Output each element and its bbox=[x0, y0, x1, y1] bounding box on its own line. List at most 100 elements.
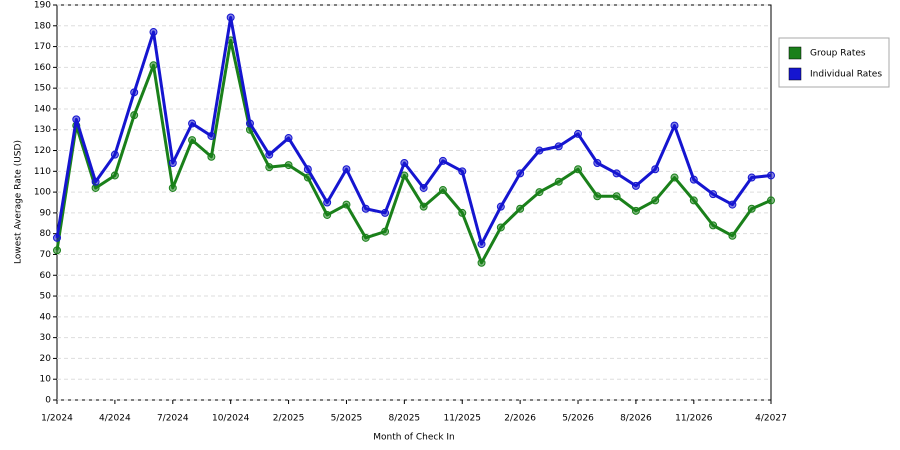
data-point bbox=[265, 150, 274, 159]
series-line bbox=[55, 15, 772, 246]
x-tick-label: 10/2024 bbox=[212, 414, 250, 424]
data-point bbox=[419, 183, 428, 192]
data-point bbox=[554, 142, 563, 151]
data-point bbox=[458, 208, 467, 217]
data-point bbox=[458, 167, 467, 176]
x-tick-label: 4/2027 bbox=[755, 414, 787, 424]
data-point bbox=[477, 258, 486, 267]
data-point bbox=[419, 202, 428, 211]
x-axis-label: Month of Check In bbox=[373, 433, 455, 443]
y-tick-label: 30 bbox=[40, 333, 52, 343]
data-point bbox=[91, 177, 100, 186]
data-point bbox=[207, 152, 216, 161]
y-tick-label: 90 bbox=[40, 208, 52, 218]
data-point bbox=[400, 159, 409, 167]
data-point bbox=[323, 198, 332, 207]
data-point bbox=[130, 111, 139, 120]
data-point bbox=[284, 161, 293, 170]
data-point bbox=[303, 165, 312, 174]
y-tick-label: 20 bbox=[40, 354, 52, 364]
data-point bbox=[593, 192, 602, 201]
data-point bbox=[381, 227, 390, 236]
y-tick-label: 150 bbox=[34, 84, 51, 94]
y-tick-label: 190 bbox=[34, 1, 51, 11]
data-point bbox=[245, 119, 254, 128]
y-tick-label: 140 bbox=[34, 104, 51, 114]
data-point bbox=[53, 233, 61, 242]
y-tick-label: 170 bbox=[34, 42, 51, 52]
data-point bbox=[612, 169, 621, 178]
data-point bbox=[535, 146, 544, 155]
data-point bbox=[516, 204, 525, 213]
y-tick-label: 50 bbox=[40, 292, 52, 302]
x-tick-label: 2/2025 bbox=[273, 414, 305, 424]
data-point bbox=[747, 204, 756, 213]
y-tick-label: 60 bbox=[40, 271, 52, 281]
x-tick-label: 11/2025 bbox=[444, 414, 481, 424]
data-point bbox=[110, 150, 119, 159]
y-tick-label: 40 bbox=[40, 312, 52, 322]
data-point bbox=[747, 173, 756, 182]
data-point bbox=[535, 188, 544, 197]
data-point bbox=[323, 210, 332, 219]
data-point bbox=[188, 119, 197, 128]
y-tick-label: 110 bbox=[34, 167, 51, 177]
data-point bbox=[381, 208, 390, 217]
x-tick-label: 2/2026 bbox=[504, 414, 536, 424]
y-tick-label: 0 bbox=[45, 396, 51, 406]
data-point bbox=[342, 165, 351, 174]
data-point bbox=[631, 181, 640, 190]
data-point bbox=[728, 231, 737, 240]
data-point bbox=[265, 163, 274, 172]
x-tick-label: 8/2025 bbox=[389, 414, 421, 424]
y-axis-label: Lowest Average Rate (USD) bbox=[14, 140, 24, 264]
data-point bbox=[53, 246, 61, 255]
x-tick-label: 5/2025 bbox=[331, 414, 363, 424]
data-point bbox=[168, 159, 177, 167]
data-point bbox=[709, 190, 718, 199]
data-point bbox=[226, 13, 235, 22]
data-point bbox=[110, 171, 119, 180]
y-tick-label: 100 bbox=[34, 188, 51, 198]
data-point bbox=[574, 165, 583, 174]
legend-swatch bbox=[788, 46, 802, 60]
y-tick-label: 120 bbox=[34, 146, 51, 156]
data-point bbox=[767, 171, 775, 180]
x-tick-label: 8/2026 bbox=[620, 414, 652, 424]
x-tick-label: 7/2024 bbox=[157, 414, 189, 424]
data-point bbox=[72, 115, 81, 124]
x-tick-label: 5/2026 bbox=[562, 414, 594, 424]
y-tick-label: 160 bbox=[34, 63, 51, 73]
x-tick-label: 11/2026 bbox=[675, 414, 713, 424]
data-point bbox=[342, 200, 351, 209]
data-point bbox=[188, 136, 197, 145]
data-point bbox=[361, 233, 370, 242]
data-point bbox=[438, 186, 447, 195]
y-tick-label: 80 bbox=[40, 229, 52, 239]
data-point bbox=[438, 156, 447, 165]
data-point bbox=[516, 169, 525, 178]
data-point bbox=[612, 192, 621, 201]
data-point bbox=[670, 173, 679, 182]
plot-frame bbox=[56, 4, 772, 401]
data-point bbox=[728, 200, 737, 209]
data-point bbox=[593, 159, 602, 167]
data-point bbox=[149, 61, 158, 70]
data-point bbox=[284, 134, 293, 143]
data-point bbox=[168, 183, 177, 192]
data-point bbox=[496, 223, 505, 232]
data-point bbox=[651, 196, 660, 205]
data-point bbox=[207, 131, 216, 140]
y-tick-label: 10 bbox=[40, 375, 52, 385]
y-tick-label: 130 bbox=[34, 125, 51, 135]
data-point bbox=[709, 221, 718, 230]
data-point bbox=[477, 240, 486, 249]
legend-label: Group Rates bbox=[810, 49, 866, 59]
legend-swatch bbox=[788, 67, 802, 81]
data-point bbox=[689, 196, 698, 205]
data-point bbox=[554, 177, 563, 186]
y-tick-label: 70 bbox=[40, 250, 52, 260]
data-point bbox=[574, 129, 583, 138]
